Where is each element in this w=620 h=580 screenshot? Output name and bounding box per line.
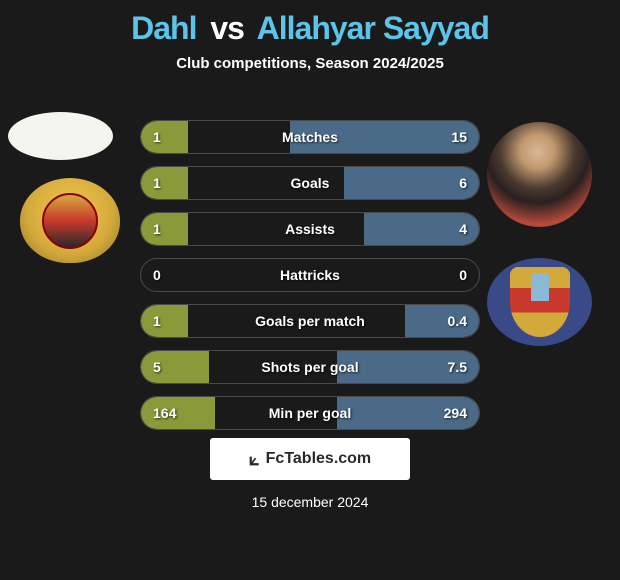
stat-value-player2: 0.4 <box>448 313 467 329</box>
stat-value-player2: 7.5 <box>448 359 467 375</box>
stat-label: Min per goal <box>269 405 351 421</box>
vs-label: vs <box>210 10 244 46</box>
stat-label: Goals per match <box>255 313 365 329</box>
stat-value-player1: 1 <box>153 175 161 191</box>
stat-label: Hattricks <box>280 267 340 283</box>
stat-label: Shots per goal <box>261 359 358 375</box>
player2-avatar <box>487 122 592 227</box>
stat-row: 1 0.4 Goals per match <box>140 304 480 338</box>
stat-value-player1: 1 <box>153 129 161 145</box>
club-crest-emblem <box>510 267 570 337</box>
date-label: 15 december 2024 <box>0 494 620 510</box>
stat-row: 1 4 Assists <box>140 212 480 246</box>
brand-logo: ⟀ FcTables.com <box>210 438 410 480</box>
stat-bar-player1 <box>141 305 188 337</box>
player2-name: Allahyar Sayyad <box>257 10 489 46</box>
stat-bar-player2 <box>405 305 479 337</box>
stat-bar-player1 <box>141 121 188 153</box>
stat-value-player2: 294 <box>444 405 467 421</box>
stat-value-player1: 164 <box>153 405 176 421</box>
comparison-title: Dahl vs Allahyar Sayyad <box>0 0 620 47</box>
stat-value-player2: 6 <box>459 175 467 191</box>
stats-container: 1 15 Matches 1 6 Goals 1 4 Assists 0 0 Hattricks 1 0.… <box>140 120 480 442</box>
stat-value-player1: 5 <box>153 359 161 375</box>
stat-label: Goals <box>291 175 330 191</box>
stat-bar-player1 <box>141 213 188 245</box>
stat-value-player1: 0 <box>153 267 161 283</box>
stat-value-player1: 1 <box>153 313 161 329</box>
player1-club-crest <box>20 178 120 263</box>
stat-label: Assists <box>285 221 335 237</box>
brand-chart-icon: ⟀ <box>249 449 260 470</box>
stat-value-player1: 1 <box>153 221 161 237</box>
stat-bar-player1 <box>141 351 209 383</box>
stat-label: Matches <box>282 129 338 145</box>
stat-row: 1 15 Matches <box>140 120 480 154</box>
brand-text: FcTables.com <box>266 450 372 468</box>
stat-bar-player1 <box>141 167 188 199</box>
stat-row: 1 6 Goals <box>140 166 480 200</box>
club-crest-emblem <box>42 193 98 249</box>
stat-value-player2: 4 <box>459 221 467 237</box>
player1-name: Dahl <box>131 10 196 46</box>
stat-value-player2: 15 <box>451 129 467 145</box>
stat-value-player2: 0 <box>459 267 467 283</box>
player1-avatar <box>8 112 113 160</box>
stat-row: 5 7.5 Shots per goal <box>140 350 480 384</box>
subtitle: Club competitions, Season 2024/2025 <box>0 55 620 72</box>
stat-row: 164 294 Min per goal <box>140 396 480 430</box>
player2-club-crest <box>487 258 592 346</box>
stat-row: 0 0 Hattricks <box>140 258 480 292</box>
